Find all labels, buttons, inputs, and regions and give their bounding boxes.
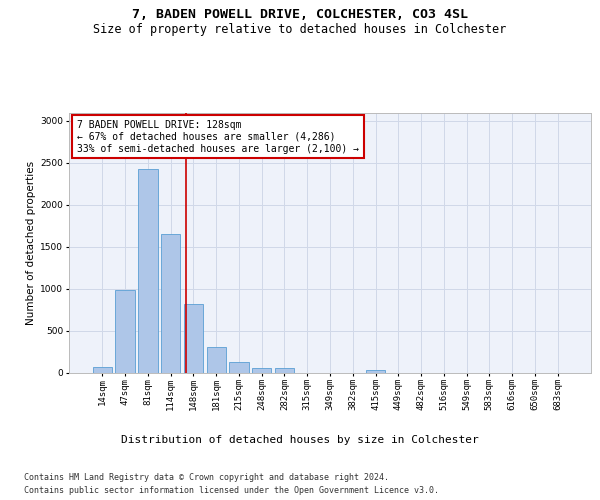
Bar [366, 370, 385, 372]
Bar [161, 234, 181, 372]
Bar [138, 168, 158, 372]
Text: Contains public sector information licensed under the Open Government Licence v3: Contains public sector information licen… [24, 486, 439, 495]
Bar [252, 368, 271, 372]
Text: 7, BADEN POWELL DRIVE, COLCHESTER, CO3 4SL: 7, BADEN POWELL DRIVE, COLCHESTER, CO3 4… [132, 8, 468, 20]
Text: Distribution of detached houses by size in Colchester: Distribution of detached houses by size … [121, 435, 479, 445]
Bar [184, 304, 203, 372]
Text: Contains HM Land Registry data © Crown copyright and database right 2024.: Contains HM Land Registry data © Crown c… [24, 472, 389, 482]
Bar [229, 362, 248, 372]
Bar [93, 368, 112, 372]
Text: Size of property relative to detached houses in Colchester: Size of property relative to detached ho… [94, 22, 506, 36]
Bar [115, 290, 135, 372]
Y-axis label: Number of detached properties: Number of detached properties [26, 160, 36, 324]
Bar [275, 368, 294, 372]
Bar [206, 348, 226, 372]
Text: 7 BADEN POWELL DRIVE: 128sqm
← 67% of detached houses are smaller (4,286)
33% of: 7 BADEN POWELL DRIVE: 128sqm ← 67% of de… [77, 120, 359, 154]
